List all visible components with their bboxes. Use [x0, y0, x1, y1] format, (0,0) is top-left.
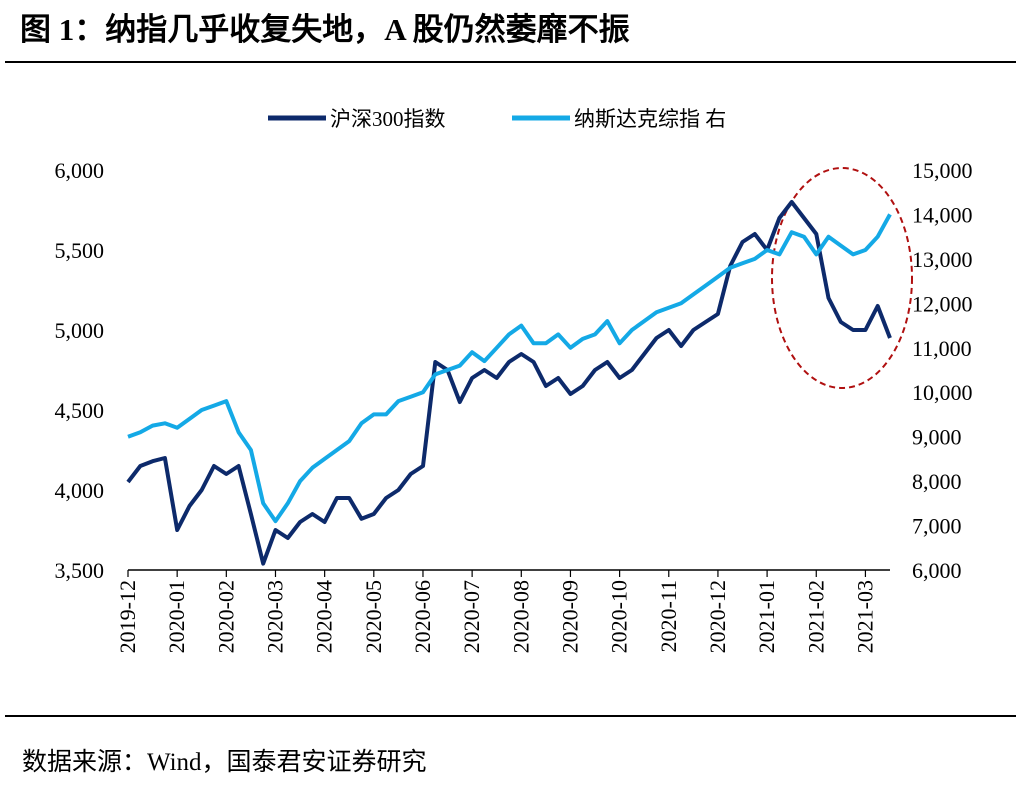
x-tick-label: 2020-11	[656, 580, 681, 653]
y-tick-label: 4,000	[55, 478, 105, 503]
y-tick-label: 5,000	[55, 318, 105, 343]
y2-tick-label: 14,000	[912, 202, 973, 227]
y-tick-label: 6,000	[55, 158, 105, 183]
y-tick-label: 4,500	[55, 398, 105, 423]
chart-title: 图 1：纳指几乎收复失地，A 股仍然萎靡不振	[20, 12, 630, 47]
highlight-ellipse	[771, 167, 913, 389]
y2-tick-label: 6,000	[912, 558, 962, 583]
x-tick-label: 2020-09	[557, 580, 582, 653]
x-tick-label: 2020-01	[164, 580, 189, 653]
y2-tick-label: 15,000	[912, 158, 973, 183]
x-tick-label: 2021-02	[803, 580, 828, 653]
legend-label: 沪深300指数	[330, 107, 446, 131]
y-tick-label: 5,500	[55, 238, 105, 263]
y2-tick-label: 11,000	[912, 336, 972, 361]
y2-tick-label: 13,000	[912, 247, 973, 272]
x-tick-label: 2021-03	[852, 580, 877, 653]
x-tick-label: 2019-12	[115, 580, 140, 653]
y2-tick-label: 12,000	[912, 291, 973, 316]
y2-tick-label: 8,000	[912, 469, 962, 494]
series-line	[127, 213, 892, 524]
x-tick-label: 2020-12	[705, 580, 730, 653]
source: 数据来源：Wind，国泰君安证券研究	[22, 748, 427, 776]
x-tick-label: 2020-05	[361, 580, 386, 653]
x-tick-label: 2020-04	[312, 580, 337, 653]
x-tick-label: 2020-06	[410, 580, 435, 653]
y2-tick-label: 9,000	[912, 425, 962, 450]
series-line	[126, 200, 892, 566]
y2-tick-label: 10,000	[912, 380, 973, 405]
x-tick-label: 2021-01	[754, 580, 779, 653]
legend-label: 纳斯达克综指 右	[574, 107, 726, 131]
x-tick-label: 2020-10	[607, 580, 632, 653]
y2-tick-label: 7,000	[912, 514, 962, 539]
x-tick-label: 2020-07	[459, 580, 484, 653]
y-tick-label: 3,500	[55, 558, 105, 583]
x-tick-label: 2020-03	[262, 580, 287, 653]
x-tick-label: 2020-02	[213, 580, 238, 653]
x-tick-label: 2020-08	[508, 580, 533, 653]
